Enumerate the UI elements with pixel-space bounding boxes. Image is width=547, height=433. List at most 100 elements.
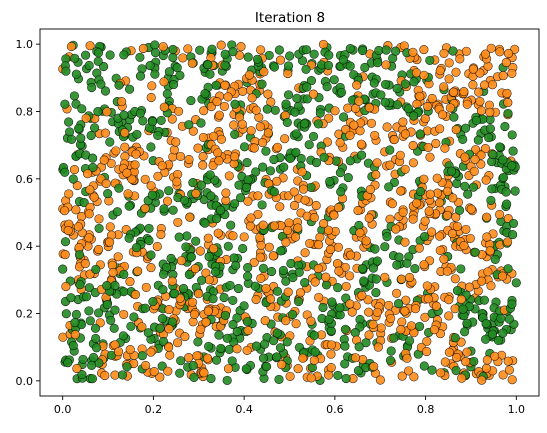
scatter-point-green [338,55,348,65]
scatter-point-green [427,365,437,375]
scatter-point-orange [404,366,414,376]
scatter-point-orange [138,43,148,54]
scatter-point-green [385,145,395,155]
scatter-point-green [292,93,302,103]
scatter-point-green [96,79,106,89]
scatter-point-green [60,99,70,109]
scatter-point-orange [482,355,492,365]
scatter-point-orange [481,175,491,185]
scatter-point-orange [85,41,95,51]
scatter-point-orange [84,233,94,243]
scatter-point-green [243,175,253,185]
y-tick-label: 1.0 [16,38,34,51]
scatter-point-orange [268,251,278,261]
scatter-point-orange [323,225,334,235]
scatter-point-green [220,49,230,59]
scatter-point-orange [382,122,392,132]
x-tick-label: 0.8 [417,403,435,416]
scatter-point-green [60,167,70,177]
scatter-point-green [288,272,298,283]
scatter-point-green [315,108,325,118]
scatter-point-orange [146,92,156,103]
scatter-point-green [90,123,100,133]
scatter-point-green [84,60,94,71]
scatter-point-orange [495,47,505,57]
scatter-point-green [114,183,124,193]
scatter-point-green [279,162,289,172]
scatter-point-orange [442,186,453,196]
scatter-point-green [288,309,298,320]
scatter-point-orange [131,149,141,159]
scatter-point-orange [375,375,385,385]
scatter-point-green [223,241,233,251]
scatter-point-orange [384,300,394,310]
scatter-point-orange [349,120,359,130]
scatter-point-green [70,318,80,328]
scatter-point-orange [163,366,173,376]
scatter-point-green [345,156,355,166]
scatter-point-orange [187,58,197,68]
scatter-point-orange [480,49,491,59]
scatter-point-green [193,337,203,347]
scatter-point-green [146,250,156,260]
scatter-point-orange [365,184,375,195]
scatter-point-orange [420,216,430,226]
scatter-point-green [420,232,430,242]
scatter-point-green [137,351,147,361]
scatter-point-green [188,178,198,188]
scatter-point-green [61,309,71,319]
scatter-point-orange [414,243,424,253]
scatter-point-green [68,341,78,351]
scatter-point-orange [183,44,193,54]
scatter-point-green [91,343,102,353]
scatter-point-orange [125,345,135,355]
scatter-point-orange [184,353,194,363]
scatter-point-orange [289,200,300,211]
scatter-point-orange [223,364,234,374]
scatter-point-orange [153,171,163,181]
scatter-point-orange [100,370,110,381]
scatter-point-orange [283,287,293,297]
scatter-point-green [252,54,262,64]
scatter-point-green [207,44,217,54]
scatter-point-green [462,318,472,328]
scatter-point-orange [432,173,442,183]
scatter-point-orange [119,309,129,319]
scatter-point-orange [260,316,270,326]
scatter-point-orange [272,176,282,186]
scatter-point-orange [470,154,480,164]
scatter-point-orange [482,212,492,222]
scatter-point-green [394,299,404,309]
scatter-point-orange [198,151,208,162]
scatter-point-green [447,166,457,176]
scatter-point-orange [113,252,123,262]
scatter-point-orange [164,324,174,334]
scatter-point-green [415,186,426,197]
scatter-point-green [357,264,368,274]
scatter-point-orange [266,294,276,304]
scatter-point-green [302,82,312,92]
y-tick-label: 0.6 [16,173,34,186]
scatter-point-orange [408,140,418,151]
scatter-point-orange [345,299,355,309]
scatter-point-green [508,218,519,228]
scatter-point-green [321,280,332,290]
scatter-point-green [129,312,139,322]
scatter-point-orange [439,82,449,92]
scatter-point-green [257,79,267,89]
scatter-point-green [357,150,367,160]
scatter-point-orange [223,92,233,102]
x-tick-label: 0.4 [235,403,253,416]
scatter-point-orange [167,114,177,124]
scatter-point-green [204,341,214,351]
scatter-point-orange [314,240,324,250]
scatter-point-green [189,372,199,382]
scatter-point-orange [140,174,150,184]
scatter-point-orange [85,185,95,195]
scatter-point-green [216,343,226,353]
scatter-point-orange [204,275,214,285]
scatter-point-orange [422,346,432,357]
scatter-point-green [94,223,104,233]
scatter-point-green [425,55,435,65]
scatter-point-orange [468,64,478,74]
